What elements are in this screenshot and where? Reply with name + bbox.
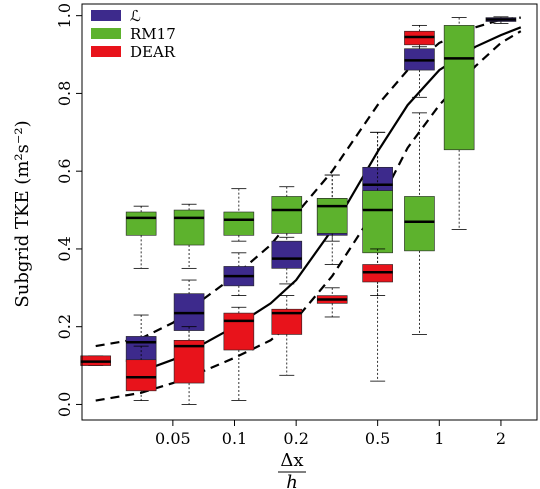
y-tick-label: 1.0	[55, 3, 74, 28]
box-0-2	[223, 252, 255, 296]
box-body	[404, 196, 435, 252]
box-1-7	[443, 17, 475, 230]
box-2-0	[80, 355, 112, 366]
x-tick-label: 2	[496, 429, 506, 448]
x-tick-label: 0.05	[155, 429, 191, 448]
box-2-4	[271, 295, 303, 376]
box-body	[125, 359, 157, 392]
box-1-3	[271, 186, 303, 238]
y-axis: 0.0 0.2 0.4 0.6 0.8 1.0	[55, 3, 82, 417]
x-axis-label-numerator: Δx	[280, 450, 303, 471]
plot-frame	[81, 3, 538, 421]
x-tick-label: 0.5	[365, 429, 390, 448]
legend-swatch	[91, 28, 121, 39]
legend-swatch	[91, 46, 121, 57]
box-body	[173, 209, 205, 246]
box-0-1	[173, 279, 205, 355]
box-1-0	[125, 205, 157, 269]
legend-label: ℒ	[130, 7, 141, 25]
box-0-0	[125, 314, 157, 390]
x-tick-label: 1	[434, 429, 444, 448]
box-body	[223, 312, 255, 351]
dashed-curve-2	[95, 30, 522, 402]
y-tick-label: 0.2	[55, 314, 74, 339]
x-axis: 0.05 0.1 0.2 0.5 1 2	[155, 420, 506, 448]
box-1-2	[223, 188, 255, 242]
box-0-6	[404, 38, 435, 98]
box-2-2	[173, 326, 205, 405]
box-1-6	[404, 112, 435, 335]
box-body	[125, 336, 157, 362]
box-2-1	[125, 345, 157, 401]
x-tick-label: 0.1	[222, 429, 247, 448]
y-axis-label: Subgrid TKE (m²s⁻²)	[12, 120, 33, 307]
box-2-7	[404, 24, 435, 48]
box-body	[173, 339, 205, 384]
x-tick-label: 0.2	[283, 429, 308, 448]
box-0-3	[271, 225, 303, 285]
box-1-4	[316, 174, 348, 242]
boxes-layer	[80, 16, 517, 405]
box-body	[362, 190, 393, 254]
x-axis-label-denominator: h	[286, 472, 298, 489]
box-2-3	[223, 306, 255, 401]
box-1-1	[173, 203, 205, 269]
box-2-5	[316, 287, 348, 318]
box-body	[316, 198, 348, 234]
box-body	[271, 240, 303, 269]
box-body	[443, 25, 475, 151]
legend-swatch	[91, 10, 121, 21]
box-0-7	[485, 16, 517, 24]
legend-label: RM17	[130, 25, 176, 43]
box-body	[125, 211, 157, 236]
y-tick-label: 0.6	[55, 158, 74, 183]
legend-label: DEAR	[130, 43, 176, 61]
y-tick-label: 0.0	[55, 392, 74, 417]
box-body	[223, 211, 255, 236]
y-tick-label: 0.8	[55, 81, 74, 106]
box-body	[271, 196, 303, 234]
box-2-6	[362, 248, 393, 296]
y-tick-label: 0.4	[55, 236, 74, 261]
